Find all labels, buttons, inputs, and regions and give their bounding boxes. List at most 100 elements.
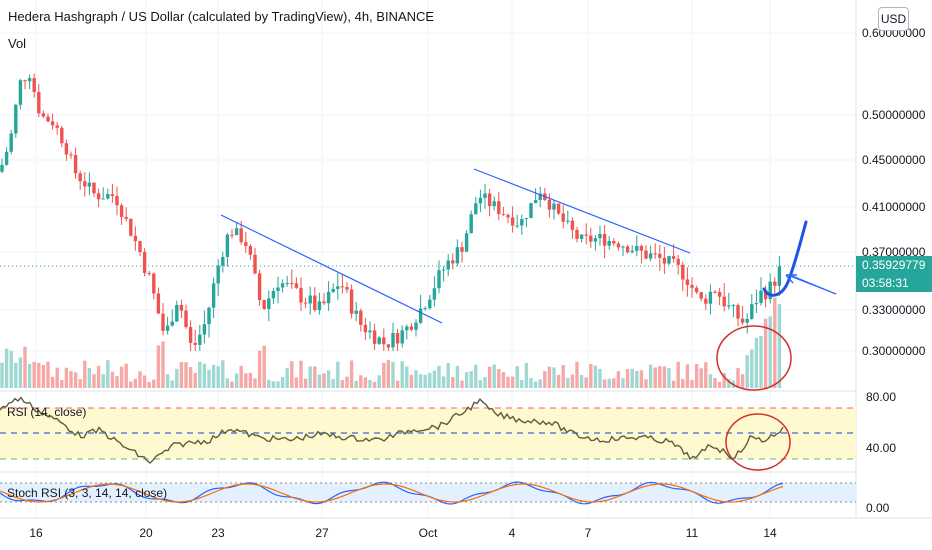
- candle-body: [524, 218, 529, 220]
- volume-bar: [561, 365, 565, 388]
- volume-bar: [455, 365, 460, 388]
- volume-bar: [285, 368, 289, 388]
- candle-body: [418, 308, 423, 323]
- candle-body: [437, 270, 441, 289]
- candle-body: [313, 295, 317, 311]
- volume-bar: [170, 380, 174, 388]
- candle-body: [9, 133, 13, 152]
- candle-body: [773, 281, 777, 286]
- stoch-lines: [0, 481, 784, 505]
- volume-bar: [556, 374, 561, 388]
- candle-body: [506, 214, 510, 218]
- volume-bar: [211, 364, 216, 388]
- candle-body: [662, 257, 667, 264]
- volume-bar: [418, 374, 423, 388]
- time-tick: 4: [509, 526, 516, 540]
- candle-body: [552, 203, 556, 210]
- volume-bar: [428, 372, 432, 388]
- rsi-label[interactable]: RSI (14, close): [7, 405, 87, 419]
- rsi-line: [0, 396, 784, 465]
- volume-bar: [478, 380, 483, 388]
- candle-body: [566, 220, 570, 222]
- volume-bar: [46, 361, 50, 388]
- volume-bar: [239, 365, 243, 388]
- candle-body: [451, 260, 455, 264]
- candle-body: [331, 288, 335, 292]
- volume-bar: [326, 370, 331, 388]
- candlesticks[interactable]: [0, 73, 782, 351]
- volume-bar: [598, 368, 602, 388]
- time-axis[interactable]: 16 20 23 27 Oct 4 7 11 14: [29, 526, 777, 540]
- volume-bar: [96, 365, 101, 388]
- rsi-highlight-circle[interactable]: [725, 413, 791, 471]
- candle-body: [625, 246, 630, 253]
- candle-body: [138, 241, 142, 253]
- candle-body: [432, 288, 437, 300]
- candle-body: [727, 305, 731, 307]
- volume-bar: [533, 381, 538, 388]
- price-tick: 0.37000000: [862, 245, 926, 259]
- candle-body: [73, 155, 78, 174]
- candle-body: [441, 269, 446, 271]
- volume-bar: [773, 297, 777, 388]
- candle-body: [520, 219, 524, 226]
- volume-bar: [612, 378, 616, 388]
- candle-body: [41, 113, 46, 117]
- volume-bar: [152, 379, 156, 388]
- candle-body: [221, 256, 225, 266]
- volume-bar: [740, 374, 745, 388]
- volume-bar: [529, 377, 533, 388]
- volume-bar: [607, 378, 611, 388]
- volume-bar: [602, 379, 607, 388]
- candle-body: [368, 330, 372, 333]
- candle-body: [492, 201, 496, 207]
- candle-body: [579, 234, 584, 239]
- price-axis[interactable]: 0.60000000 0.50000000 0.45000000 0.41000…: [862, 26, 926, 515]
- candle-body: [745, 318, 749, 323]
- candle-body: [455, 247, 460, 264]
- candle-body: [55, 125, 59, 128]
- volume-bar: [547, 366, 552, 388]
- volume-bar: [754, 337, 759, 388]
- volume-bars: [0, 297, 782, 388]
- candle-body: [671, 256, 676, 259]
- volume-bar: [257, 350, 262, 388]
- candle-body: [630, 250, 634, 253]
- candle-body: [667, 256, 671, 264]
- candle-body: [290, 283, 294, 285]
- volume-bar: [87, 367, 92, 388]
- candle-body: [639, 245, 644, 251]
- volume-bar: [244, 373, 248, 388]
- price-tick: 0.30000000: [862, 344, 926, 358]
- stoch-rsi-label[interactable]: Stoch RSI (3, 3, 14, 14, close): [7, 486, 168, 500]
- volume-bar: [510, 376, 515, 388]
- candle-body: [23, 80, 27, 82]
- trendline-2[interactable]: [473, 168, 691, 254]
- volume-bar: [4, 348, 9, 388]
- candle-body: [685, 279, 690, 286]
- volume-bar: [391, 361, 395, 388]
- candle-body: [395, 332, 400, 344]
- candle-body: [487, 193, 492, 207]
- trendline-1[interactable]: [220, 214, 443, 324]
- currency-button[interactable]: USD: [878, 7, 909, 31]
- volume-bar: [55, 367, 59, 388]
- projection-curve[interactable]: [762, 220, 808, 297]
- volume-bar: [161, 341, 165, 388]
- volume-bar: [110, 371, 115, 388]
- price-tick: 0.45000000: [862, 153, 926, 167]
- candle-body: [230, 234, 234, 236]
- volume-bar: [736, 367, 740, 388]
- candle-body: [708, 291, 713, 304]
- volume-bar: [497, 369, 501, 388]
- volume-bar: [446, 362, 450, 388]
- candle-body: [170, 321, 174, 326]
- volume-bar: [699, 368, 703, 388]
- candle-body: [740, 318, 745, 323]
- candle-body: [510, 217, 515, 226]
- candle-body: [119, 205, 124, 218]
- volume-highlight-circle[interactable]: [716, 325, 792, 391]
- volume-bar: [198, 361, 202, 388]
- volume-bar: [768, 316, 772, 388]
